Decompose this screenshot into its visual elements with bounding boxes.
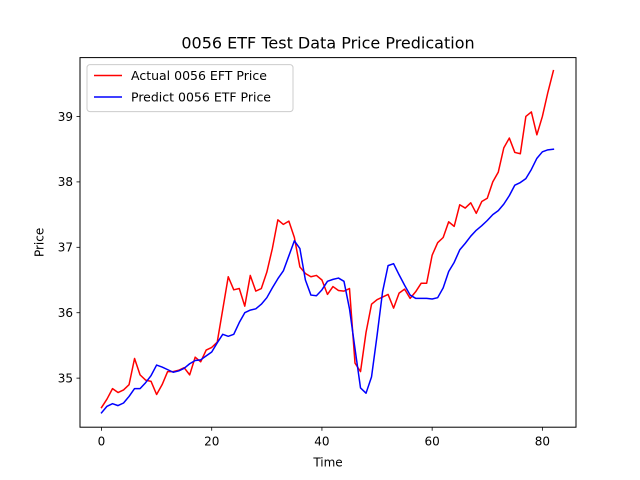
legend-label-actual: Actual 0056 EFT Price — [131, 68, 267, 83]
x-tick-label: 60 — [425, 435, 440, 449]
plot-background — [80, 57, 576, 428]
series-line-predict — [100, 148, 555, 414]
y-tick-label: 35 — [58, 371, 73, 385]
legend-entries: Actual 0056 EFT Price Predict 0056 ETF Pr… — [94, 68, 271, 105]
legend-box — [86, 64, 294, 113]
x-tick-label: 80 — [535, 435, 550, 449]
legend-label-predict: Predict 0056 ETF Price — [131, 90, 271, 105]
x-tick-label: 40 — [314, 435, 329, 449]
y-axis-label: Price — [33, 228, 47, 257]
y-tick-label: 37 — [58, 241, 73, 255]
plot-frame — [79, 57, 577, 428]
series-layer — [100, 69, 555, 414]
x-axis: 0 20 40 60 80 — [98, 427, 550, 449]
y-tick-label: 39 — [58, 110, 73, 124]
x-tick-label: 20 — [204, 435, 219, 449]
chart-title: 0056 ETF Test Data Price Predication — [181, 34, 474, 53]
legend: Actual 0056 EFT Price Predict 0056 ETF Pr… — [86, 64, 294, 113]
y-tick-label: 38 — [58, 175, 73, 189]
plot-area — [79, 57, 577, 428]
y-tick-label: 36 — [58, 306, 73, 320]
x-tick-label: 0 — [98, 435, 106, 449]
y-axis: 35 36 37 38 39 — [58, 110, 80, 385]
x-axis-label: Time — [312, 456, 342, 470]
